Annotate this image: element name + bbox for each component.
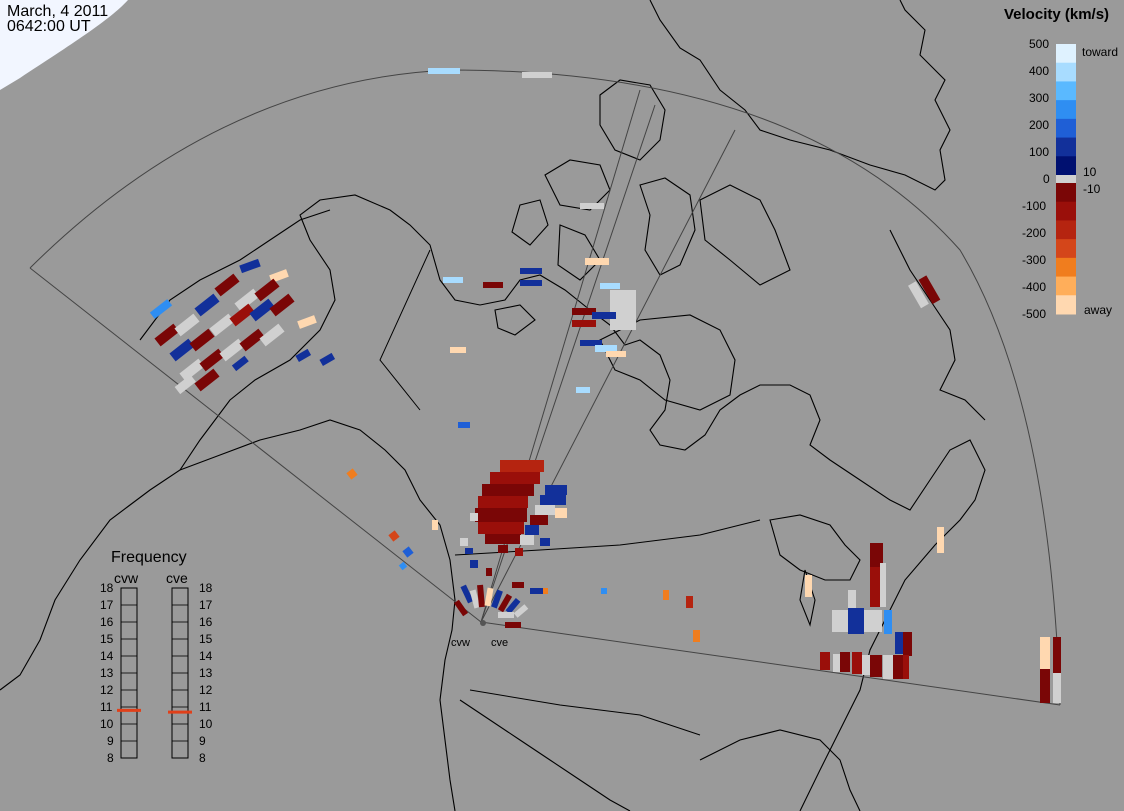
threshold-high-label: 10: [1083, 165, 1097, 179]
colorbar-away-segment: [1056, 295, 1076, 315]
colorbar-title: Velocity (km/s): [1004, 6, 1110, 23]
threshold-low-label: -10: [1083, 182, 1101, 196]
colorbar-tick-label: -500: [1022, 307, 1047, 321]
colorbar-neutral-segment: [1056, 175, 1076, 183]
labrador: [889, 229, 986, 421]
great-lakes: [769, 514, 861, 581]
frequency-tick-left: 16: [100, 615, 114, 629]
frequency-tick-right: 17: [199, 598, 213, 612]
arctic-island-6: [494, 304, 536, 336]
alaska-canada-border: [379, 249, 431, 411]
colorbar-toward-segment: [1056, 100, 1076, 120]
frequency-title: Frequency: [111, 549, 187, 566]
colorbar-tick-label: 0: [1043, 172, 1050, 186]
gulf-coast: [699, 729, 861, 811]
cvw-site-label: cvw: [451, 637, 470, 649]
frequency-tick-left: 18: [100, 581, 114, 595]
frequency-tick-left: 11: [100, 700, 113, 714]
colorbar-away-segment: [1056, 276, 1076, 296]
cvw-fov-edge-west: [29, 267, 482, 623]
greenland-coast: [649, 0, 951, 191]
mexico-coast: [459, 699, 631, 811]
colorbar-away-segment: [1056, 201, 1076, 221]
frequency-tick-right: 15: [199, 632, 213, 646]
colorbar-tick-label: 500: [1029, 37, 1050, 51]
frequency-tick-right: 14: [199, 649, 213, 663]
alaska-coast: [139, 209, 331, 341]
scatter-isolated: [346, 468, 700, 642]
velocity-colorbar: [1056, 44, 1076, 315]
colorbar-tick-label: -100: [1022, 199, 1047, 213]
arctic-island-3: [511, 199, 549, 246]
scatter-east: [805, 527, 1061, 703]
frequency-tick-left: 14: [100, 649, 114, 663]
north-america-coast: [0, 194, 986, 811]
colorbar-away-segment: [1056, 239, 1076, 259]
frequency-tick-right: 13: [199, 666, 213, 680]
colorbar-toward-segment: [1056, 137, 1076, 157]
colorbar-toward-segment: [1056, 156, 1076, 176]
frequency-tick-right: 8: [199, 751, 206, 765]
scatter-north: [428, 68, 941, 428]
frequency-tick-left: 15: [100, 632, 114, 646]
frequency-tick-left: 17: [100, 598, 114, 612]
frequency-tick-right: 10: [199, 717, 213, 731]
date-label: March, 4 2011: [7, 3, 109, 20]
cvw-freq-label: cvw: [114, 570, 139, 586]
colorbar-toward-segment: [1056, 118, 1076, 139]
arctic-island-5: [557, 224, 601, 281]
frequency-tick-left: 10: [100, 717, 114, 731]
colorbar-away-segment: [1056, 220, 1076, 240]
colorbar-tick-label: 100: [1029, 145, 1050, 159]
scatter-central: [432, 460, 567, 628]
colorbar-away-segment: [1056, 183, 1076, 203]
toward-label: toward: [1082, 45, 1119, 59]
fov-arc: [29, 69, 1061, 706]
frequency-tick-right: 12: [199, 683, 213, 697]
arctic-island-1: [599, 79, 666, 161]
colorbar-tick-label: -300: [1022, 253, 1047, 267]
colorbar-tick-label: 400: [1029, 64, 1050, 78]
scatter-west: [149, 258, 336, 395]
frequency-tick-left: 8: [107, 751, 114, 765]
frequency-tick-left: 9: [107, 734, 114, 748]
frequency-tick-left: 12: [100, 683, 114, 697]
away-label: away: [1084, 303, 1113, 317]
cve-site-label: cve: [491, 637, 509, 649]
coastlines: [0, 0, 986, 811]
frequency-tick-right: 16: [199, 615, 213, 629]
colorbar-tick-label: 200: [1029, 118, 1050, 132]
frequency-tick-right: 9: [199, 734, 206, 748]
daylight-region: [0, 0, 128, 90]
radar-site-icon: [480, 620, 486, 626]
baffin-island: [699, 184, 791, 286]
arctic-island-4: [639, 177, 696, 276]
frequency-tick-left: 13: [100, 666, 114, 680]
west-coast: [179, 419, 456, 811]
colorbar-toward-segment: [1056, 44, 1076, 64]
hudson-bay: [599, 314, 736, 411]
boundaries: [379, 249, 761, 736]
cve-fov-edge-east: [480, 621, 1061, 706]
colorbar-toward-segment: [1056, 81, 1076, 101]
frequency-tick-right: 11: [199, 700, 212, 714]
colorbar-tick-label: 300: [1029, 91, 1050, 105]
cve-freq-label: cve: [166, 570, 188, 586]
us-canada-border: [454, 519, 761, 556]
frequency-tick-right: 18: [199, 581, 213, 595]
us-mexico-border: [469, 689, 701, 736]
colorbar-tick-label: -200: [1022, 226, 1047, 240]
time-label: 0642:00 UT: [7, 18, 91, 35]
colorbar-tick-label: -400: [1022, 280, 1047, 294]
colorbar-toward-segment: [1056, 62, 1076, 82]
colorbar-away-segment: [1056, 257, 1076, 278]
